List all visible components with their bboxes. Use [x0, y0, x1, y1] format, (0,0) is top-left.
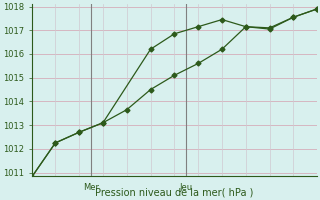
X-axis label: Pression niveau de la mer( hPa ): Pression niveau de la mer( hPa ) [95, 187, 253, 197]
Text: Jeu: Jeu [180, 183, 193, 192]
Text: Mer: Mer [83, 183, 99, 192]
